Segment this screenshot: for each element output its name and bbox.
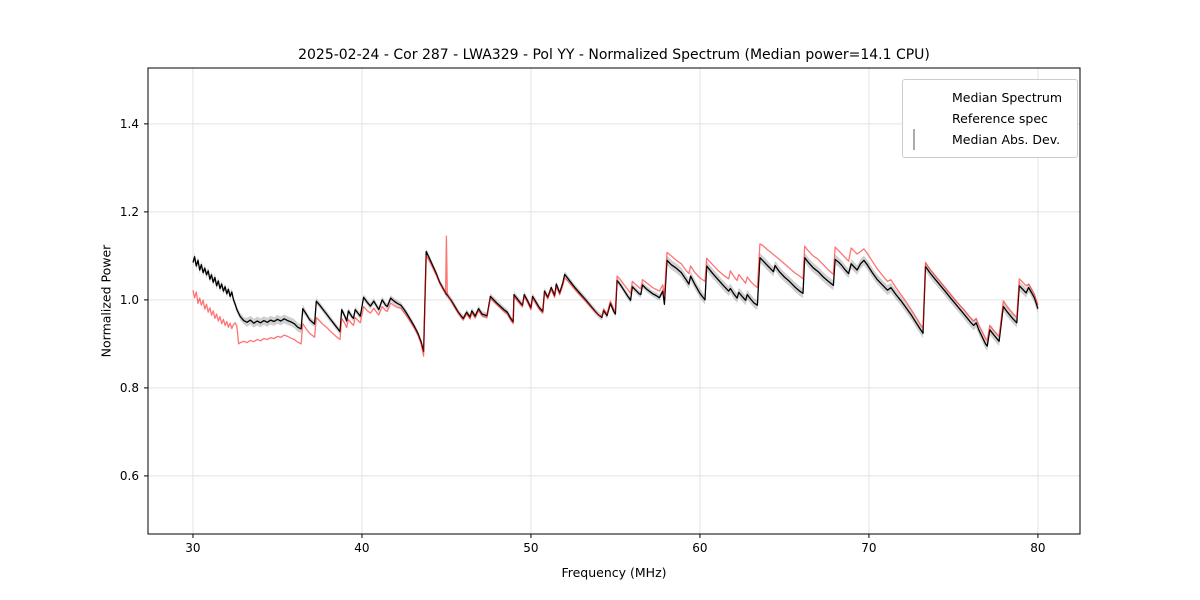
legend-entry-reference-spec: Reference spec	[913, 108, 1067, 129]
legend-entry-median-abs-dev: Median Abs. Dev.	[913, 129, 1067, 150]
x-tick-label: 50	[523, 541, 538, 555]
legend-label: Reference spec	[952, 111, 1048, 126]
legend-label: Median Abs. Dev.	[952, 132, 1061, 147]
plot-frame	[147, 67, 1081, 535]
legend-entry-median-spectrum: Median Spectrum	[913, 87, 1067, 108]
x-tick-label: 60	[692, 541, 707, 555]
legend-label: Median Spectrum	[952, 90, 1063, 105]
median-abs-dev-patch-swatch	[913, 129, 943, 150]
chart-title: 2025-02-24 - Cor 287 - LWA329 - Pol YY -…	[298, 47, 930, 63]
y-tick-label: 1.0	[120, 293, 139, 307]
y-tick-label: 0.8	[120, 381, 139, 395]
y-tick-label: 1.2	[120, 205, 139, 219]
x-tick-label: 30	[185, 541, 200, 555]
y-tick-label: 0.6	[120, 469, 139, 483]
x-tick-label: 70	[861, 541, 876, 555]
reference-spec-line	[192, 235, 1039, 357]
x-axis-label: Frequency (MHz)	[561, 565, 667, 580]
median-spectrum-line	[192, 250, 1039, 353]
legend: Median Spectrum Reference spec Median Ab…	[902, 79, 1078, 158]
x-tick-label: 80	[1030, 541, 1045, 555]
y-tick-label: 1.4	[120, 117, 139, 131]
y-axis-label: Normalized Power	[98, 244, 114, 358]
x-tick-label: 40	[354, 541, 369, 555]
